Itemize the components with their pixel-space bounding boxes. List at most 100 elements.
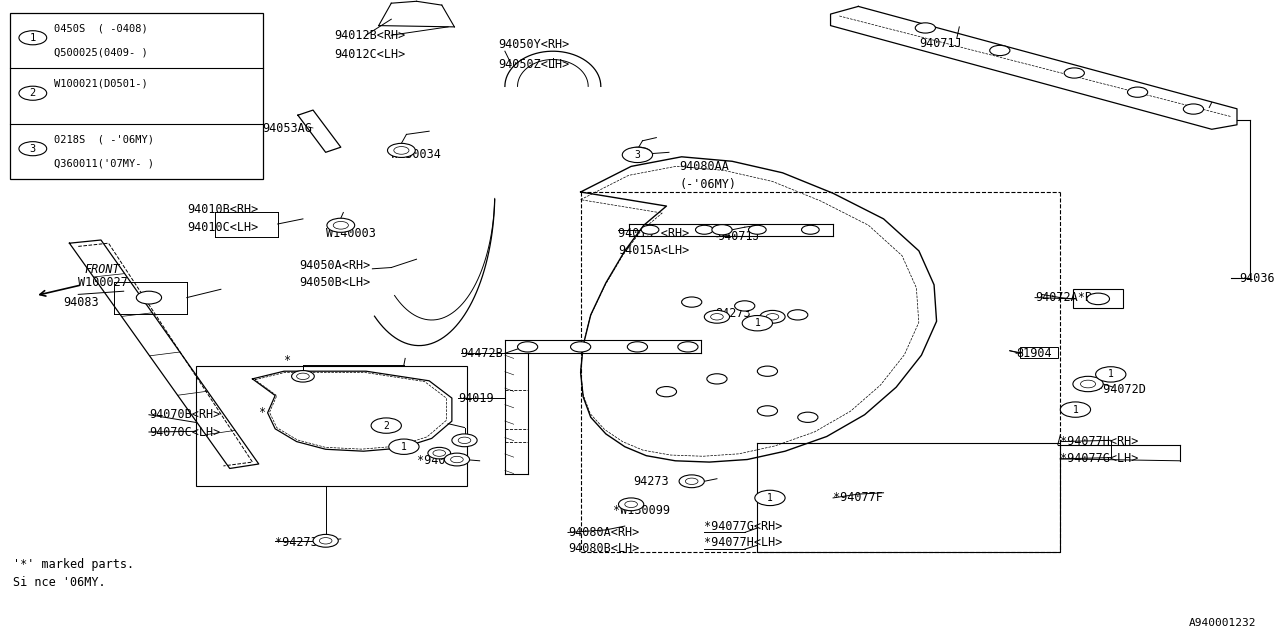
Circle shape bbox=[657, 387, 677, 397]
Circle shape bbox=[767, 314, 778, 320]
Text: 94070C<LH>: 94070C<LH> bbox=[148, 426, 220, 438]
Circle shape bbox=[1073, 376, 1103, 392]
Text: *94077F: *94077F bbox=[833, 492, 883, 504]
Text: 94036: 94036 bbox=[1239, 272, 1275, 285]
Text: 0450S  ( -0408): 0450S ( -0408) bbox=[54, 23, 148, 33]
Text: 94019: 94019 bbox=[458, 392, 494, 404]
Text: 94050A<RH>: 94050A<RH> bbox=[300, 259, 370, 272]
Circle shape bbox=[433, 450, 445, 456]
Text: 94015A<LH>: 94015A<LH> bbox=[618, 244, 690, 257]
Circle shape bbox=[452, 434, 477, 447]
Circle shape bbox=[695, 225, 713, 234]
Circle shape bbox=[333, 221, 348, 229]
Circle shape bbox=[641, 225, 659, 234]
Circle shape bbox=[678, 342, 698, 352]
Text: 1: 1 bbox=[1073, 404, 1078, 415]
Text: 94012B<RH>: 94012B<RH> bbox=[334, 29, 406, 42]
Circle shape bbox=[444, 453, 470, 466]
Circle shape bbox=[758, 406, 777, 416]
Circle shape bbox=[742, 316, 773, 331]
Text: 94080AA: 94080AA bbox=[680, 160, 728, 173]
Text: 1: 1 bbox=[754, 318, 760, 328]
Text: 94015 <RH>: 94015 <RH> bbox=[618, 227, 690, 240]
Text: 81904: 81904 bbox=[1016, 347, 1052, 360]
Circle shape bbox=[1183, 104, 1203, 114]
Text: 2: 2 bbox=[29, 88, 36, 98]
Circle shape bbox=[627, 342, 648, 352]
Text: 94010B<RH>: 94010B<RH> bbox=[187, 204, 259, 216]
Circle shape bbox=[292, 371, 315, 382]
Circle shape bbox=[389, 439, 419, 454]
Circle shape bbox=[297, 373, 310, 380]
Circle shape bbox=[704, 310, 730, 323]
Text: 1: 1 bbox=[767, 493, 773, 503]
Circle shape bbox=[1060, 402, 1091, 417]
Circle shape bbox=[571, 342, 591, 352]
Text: 94053AG: 94053AG bbox=[262, 122, 312, 134]
Circle shape bbox=[394, 147, 410, 154]
Text: Si nce '06MY.: Si nce '06MY. bbox=[13, 576, 105, 589]
Text: 94050B<LH>: 94050B<LH> bbox=[300, 276, 370, 289]
Circle shape bbox=[319, 538, 332, 544]
Text: 94012C<LH>: 94012C<LH> bbox=[334, 48, 406, 61]
Text: '*' marked parts.: '*' marked parts. bbox=[13, 558, 133, 571]
Text: *94072P: *94072P bbox=[416, 454, 466, 467]
Text: Q360011('07MY- ): Q360011('07MY- ) bbox=[54, 159, 155, 169]
Circle shape bbox=[451, 456, 463, 463]
Bar bbox=[10, 13, 262, 179]
Text: 94050Z<LH>: 94050Z<LH> bbox=[499, 58, 570, 70]
Text: 94080A<RH>: 94080A<RH> bbox=[568, 526, 639, 539]
Circle shape bbox=[801, 225, 819, 234]
Text: *94077G<RH>: *94077G<RH> bbox=[704, 520, 782, 532]
Circle shape bbox=[915, 23, 936, 33]
Circle shape bbox=[797, 412, 818, 422]
Circle shape bbox=[1128, 87, 1148, 97]
Circle shape bbox=[618, 498, 644, 511]
Text: 94010C<LH>: 94010C<LH> bbox=[187, 221, 259, 234]
Text: *94273: *94273 bbox=[275, 536, 317, 549]
Text: 94472B: 94472B bbox=[461, 347, 503, 360]
Text: *94077H<LH>: *94077H<LH> bbox=[704, 536, 782, 549]
Circle shape bbox=[1080, 380, 1096, 388]
Text: *: * bbox=[284, 355, 292, 367]
Text: Q500025(0409- ): Q500025(0409- ) bbox=[54, 48, 148, 58]
Text: 94083: 94083 bbox=[63, 296, 99, 308]
Circle shape bbox=[712, 225, 732, 235]
Circle shape bbox=[685, 478, 698, 484]
Circle shape bbox=[622, 147, 653, 163]
Circle shape bbox=[710, 314, 723, 320]
Circle shape bbox=[989, 45, 1010, 56]
Text: 2: 2 bbox=[383, 420, 389, 431]
Text: *94077H<RH>: *94077H<RH> bbox=[1060, 435, 1139, 448]
Circle shape bbox=[19, 86, 46, 100]
Circle shape bbox=[760, 310, 785, 323]
Circle shape bbox=[682, 297, 701, 307]
Text: *94077G<LH>: *94077G<LH> bbox=[1060, 452, 1139, 465]
Text: 94071J: 94071J bbox=[717, 230, 760, 243]
Text: *: * bbox=[259, 406, 266, 419]
Text: 94072A*B: 94072A*B bbox=[1036, 291, 1092, 304]
Text: *W130099: *W130099 bbox=[613, 504, 671, 517]
Circle shape bbox=[428, 447, 451, 459]
Bar bbox=[196, 366, 467, 486]
Circle shape bbox=[755, 490, 785, 506]
Text: 1: 1 bbox=[401, 442, 407, 452]
Text: W100027: W100027 bbox=[78, 276, 128, 289]
Circle shape bbox=[680, 475, 704, 488]
Text: 3: 3 bbox=[29, 144, 36, 154]
Circle shape bbox=[371, 418, 402, 433]
Circle shape bbox=[517, 342, 538, 352]
Bar bbox=[1020, 347, 1057, 358]
Circle shape bbox=[314, 534, 338, 547]
Text: W130034: W130034 bbox=[392, 148, 442, 161]
Text: (-'06MY): (-'06MY) bbox=[680, 178, 736, 191]
Circle shape bbox=[626, 147, 652, 160]
Circle shape bbox=[707, 374, 727, 384]
Circle shape bbox=[625, 501, 637, 508]
Circle shape bbox=[735, 301, 755, 311]
Circle shape bbox=[787, 310, 808, 320]
Circle shape bbox=[749, 225, 767, 234]
Circle shape bbox=[458, 437, 471, 444]
Circle shape bbox=[1096, 367, 1126, 382]
Text: 94273: 94273 bbox=[634, 475, 669, 488]
